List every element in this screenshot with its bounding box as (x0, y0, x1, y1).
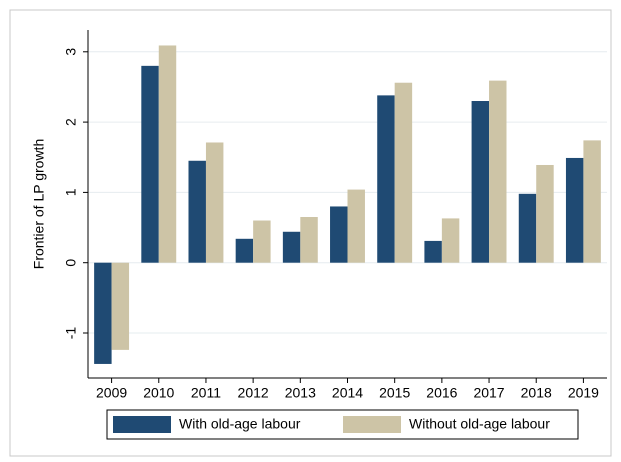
bar (330, 206, 348, 263)
x-tick-label: 2013 (285, 385, 316, 401)
bar (441, 218, 460, 263)
y-tick-label: 0 (63, 259, 79, 267)
bar (377, 95, 395, 263)
y-tick-label: 3 (63, 48, 79, 56)
bar (253, 220, 271, 263)
x-tick-label: 2016 (426, 385, 457, 401)
legend-label: With old-age labour (179, 416, 301, 432)
bar (235, 238, 254, 263)
bar (94, 262, 112, 364)
x-tick-label: 2009 (96, 385, 127, 401)
bar (282, 231, 301, 263)
bar (141, 65, 159, 263)
bar (205, 142, 224, 263)
x-tick-label: 2011 (191, 385, 221, 401)
bar (518, 193, 537, 263)
x-tick-label: 2010 (143, 385, 174, 401)
x-tick-label: 2012 (238, 385, 269, 401)
bar (347, 189, 365, 263)
legend-swatch (343, 416, 401, 433)
bar (471, 101, 490, 263)
y-tick-label: 1 (63, 188, 79, 196)
bar (188, 160, 206, 263)
x-tick-label: 2014 (332, 385, 363, 401)
bar (536, 164, 554, 263)
bar (158, 45, 177, 263)
bar (424, 240, 442, 263)
bar (565, 157, 584, 263)
x-tick-label: 2019 (568, 385, 599, 401)
legend-box (106, 409, 579, 440)
x-tick-label: 2018 (521, 385, 552, 401)
bar (489, 80, 507, 263)
bar (300, 217, 318, 263)
x-tick-label: 2015 (379, 385, 410, 401)
y-tick-label: -1 (63, 327, 79, 340)
bar (111, 262, 130, 350)
bar (583, 140, 601, 263)
x-tick-label: 2017 (473, 385, 504, 401)
y-tick-label: 2 (63, 118, 79, 126)
legend-swatch (113, 416, 171, 433)
y-axis-title: Frontier of LP growth (31, 139, 47, 269)
bar (394, 82, 413, 263)
legend-label: Without old-age labour (409, 416, 550, 432)
